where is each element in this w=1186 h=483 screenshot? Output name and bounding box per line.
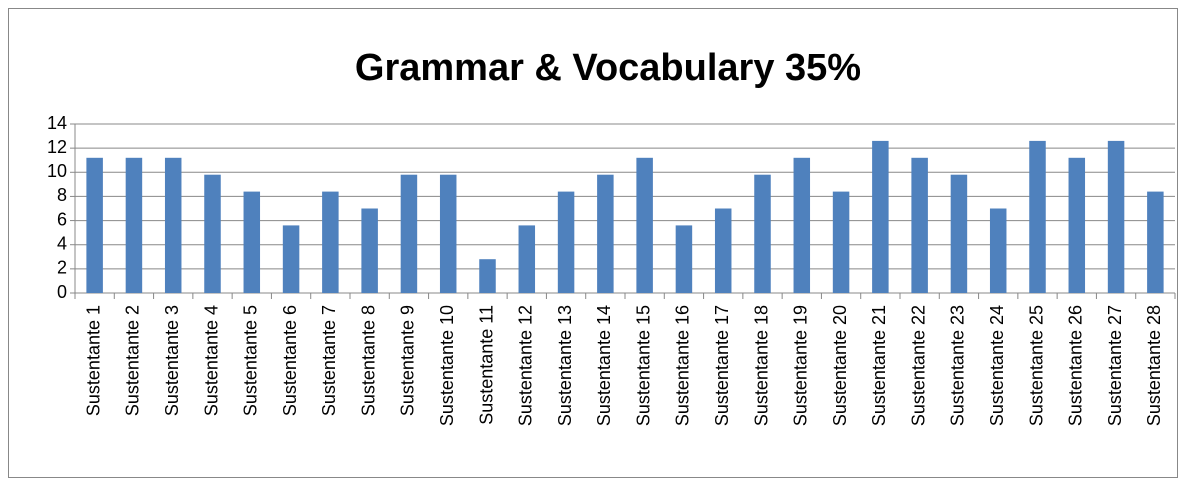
x-tick-label: Sustentante 12: [516, 305, 536, 426]
y-tick-label: 12: [47, 137, 67, 157]
y-tick-label: 0: [57, 282, 67, 302]
x-tick-label: Sustentante 8: [358, 305, 378, 416]
bar: [793, 157, 811, 293]
x-tick-label: Sustentante 21: [869, 305, 889, 426]
bar: [361, 208, 378, 293]
bar: [204, 174, 221, 293]
bar: [636, 157, 653, 293]
bar: [282, 225, 300, 293]
bar: [439, 174, 457, 293]
x-tick-label: Sustentante 16: [673, 305, 693, 426]
x-tick-label: Sustentante 6: [280, 305, 300, 416]
bar: [714, 208, 732, 293]
y-tick-label: 10: [47, 161, 67, 181]
x-tick-label: Sustentante 5: [241, 305, 261, 416]
bar: [322, 191, 339, 293]
bar: [1107, 140, 1125, 293]
bar: [597, 174, 614, 293]
x-tick-label: Sustentante 7: [319, 305, 339, 416]
bar: [164, 157, 182, 293]
x-tick-label: Sustentante 1: [83, 305, 103, 416]
bar: [1029, 140, 1046, 293]
y-tick-label: 2: [57, 258, 67, 278]
y-tick-label: 14: [47, 113, 67, 133]
x-tick-label: Sustentante 3: [162, 305, 182, 416]
bar: [518, 225, 536, 293]
chart-title: Grammar & Vocabulary 35%: [355, 47, 861, 89]
bar: [872, 140, 889, 293]
bar: [557, 191, 575, 293]
x-tick-label: Sustentante 10: [437, 305, 457, 426]
bar: [400, 174, 418, 293]
chart-border: [8, 8, 1178, 478]
x-tick-label: Sustentante 24: [987, 305, 1007, 426]
x-tick-label: Sustentante 4: [201, 305, 221, 416]
x-tick-label: Sustentante 11: [476, 305, 496, 425]
x-tick-label: Sustentante 18: [751, 305, 771, 426]
x-tick-label: Sustentante 23: [948, 305, 968, 426]
bar: [86, 157, 103, 293]
x-tick-label: Sustentante 17: [712, 305, 732, 426]
bar: [243, 191, 261, 293]
x-tick-label: Sustentante 13: [555, 305, 575, 426]
bar: [675, 225, 693, 293]
x-tick-label: Sustentante 2: [123, 305, 143, 416]
bar: [125, 157, 143, 293]
x-tick-label: Sustentante 22: [908, 305, 928, 426]
x-tick-label: Sustentante 28: [1144, 305, 1164, 426]
x-tick-label: Sustentante 20: [830, 305, 850, 426]
bar: [1068, 157, 1086, 293]
bar: [479, 259, 496, 293]
x-tick-label: Sustentante 26: [1066, 305, 1086, 426]
x-tick-label: Sustentante 9: [398, 305, 418, 416]
bar: [832, 191, 850, 293]
x-tick-label: Sustentante 25: [1026, 305, 1046, 426]
y-tick-label: 6: [57, 209, 67, 229]
bar: [1147, 191, 1164, 293]
bar: [754, 174, 771, 293]
y-tick-label: 8: [57, 185, 67, 205]
x-tick-label: Sustentante 19: [791, 305, 811, 426]
y-tick-label: 4: [57, 233, 67, 253]
x-tick-label: Sustentante 14: [594, 305, 614, 426]
bar: [950, 174, 968, 293]
bar: [911, 157, 928, 293]
x-tick-label: Sustentante 27: [1105, 305, 1125, 426]
x-tick-label: Sustentante 15: [633, 305, 653, 426]
bar: [989, 208, 1007, 293]
